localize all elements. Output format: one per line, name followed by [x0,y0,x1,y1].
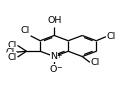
Text: Cl: Cl [6,48,15,57]
Text: −: − [56,65,61,71]
Text: OH: OH [48,16,62,25]
Text: Cl: Cl [90,58,100,67]
Text: Cl: Cl [107,32,116,41]
Text: +: + [56,53,61,59]
Text: O: O [50,65,57,74]
Text: N: N [50,52,57,61]
Text: Cl: Cl [8,53,17,62]
Text: Cl: Cl [21,26,30,35]
Text: Cl: Cl [8,41,17,50]
